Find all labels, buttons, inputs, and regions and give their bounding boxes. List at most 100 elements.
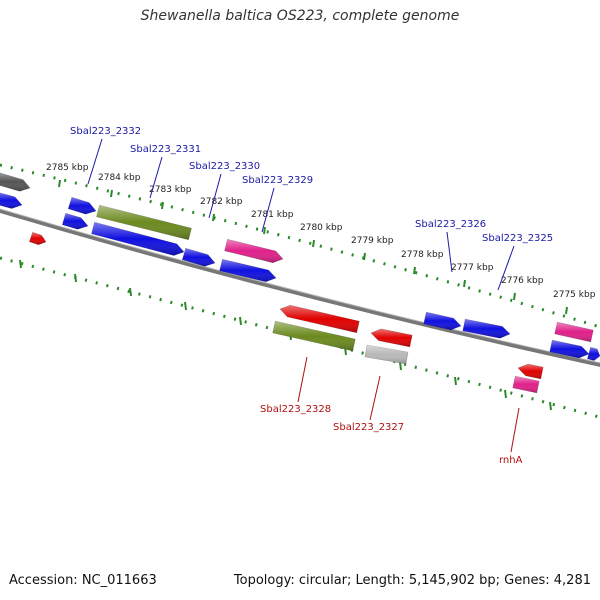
gene-label: Sbal223_2325 bbox=[482, 233, 553, 244]
ruler-tick-label: 2781 kbp bbox=[251, 210, 294, 220]
gene-label: Sbal223_2326 bbox=[415, 219, 486, 230]
ruler-tick bbox=[110, 189, 113, 198]
ruler-tick-label: 2785 kbp bbox=[46, 163, 89, 173]
gene-arrow-1-shade bbox=[0, 172, 30, 192]
gene-arrow-20-shade bbox=[518, 364, 544, 379]
gene-arrow-3 bbox=[67, 196, 97, 215]
ruler-tick-label: 2775 kbp bbox=[553, 290, 596, 300]
ruler-tick bbox=[74, 273, 77, 283]
gene-arrow-21 bbox=[512, 375, 540, 394]
ruler-tick bbox=[263, 226, 266, 235]
gene-label: Sbal223_2328 bbox=[260, 404, 331, 415]
ruler-tick bbox=[413, 266, 416, 275]
gene-arrow-18-shade bbox=[549, 340, 589, 358]
gene-arrow-5 bbox=[96, 204, 192, 241]
gene-label: rnhA bbox=[499, 455, 523, 466]
gene-arrow-8-shade bbox=[224, 239, 283, 263]
ruler-track-lower bbox=[0, 256, 600, 419]
ruler-tick-label: 2784 kbp bbox=[98, 173, 141, 183]
accession-text: Accession: NC_011663 bbox=[9, 573, 157, 588]
gene-label-leader bbox=[297, 356, 308, 403]
ruler-tick bbox=[504, 389, 507, 399]
gene-arrow-19-shade bbox=[587, 347, 600, 361]
gene-arrow-16-shade bbox=[462, 319, 510, 339]
gene-arrow-11 bbox=[279, 304, 360, 334]
gene-label: Sbal223_2329 bbox=[242, 175, 313, 186]
genome-backbone bbox=[0, 208, 600, 367]
ruler-tick bbox=[19, 259, 22, 269]
ruler-tick bbox=[363, 252, 366, 261]
gene-label-leader bbox=[261, 187, 275, 233]
gene-arrow-6-shade bbox=[91, 222, 184, 256]
gene-arrow-10-shade bbox=[29, 232, 46, 245]
gene-label-leader bbox=[497, 245, 515, 291]
gene-arrow-11-shade bbox=[280, 305, 360, 333]
gene-arrow-9-shade bbox=[219, 259, 276, 282]
gene-arrow-5-shade bbox=[96, 205, 192, 240]
gene-label: Sbal223_2332 bbox=[70, 126, 141, 137]
gene-arrow-19 bbox=[587, 346, 600, 361]
ruler-tick bbox=[58, 179, 61, 188]
gene-label: Sbal223_2327 bbox=[333, 422, 404, 433]
genome-backbone-highlight bbox=[0, 208, 600, 364]
ruler-tick bbox=[454, 376, 457, 386]
ruler-track-upper bbox=[0, 163, 600, 329]
gene-arrow-6 bbox=[91, 221, 185, 256]
gene-arrow-9 bbox=[219, 258, 277, 283]
gene-label-leader bbox=[369, 375, 381, 421]
ruler-tick bbox=[565, 306, 568, 315]
gene-arrow-8 bbox=[224, 238, 284, 264]
ruler-tick bbox=[312, 239, 315, 248]
gene-arrow-16 bbox=[462, 318, 511, 339]
gene-arrow-10 bbox=[29, 231, 47, 246]
ruler-tick-label: 2780 kbp bbox=[300, 223, 343, 233]
features-layer bbox=[0, 172, 600, 394]
ruler-tick bbox=[161, 201, 164, 210]
ruler-tick bbox=[129, 287, 132, 297]
gene-label: Sbal223_2331 bbox=[130, 144, 201, 155]
gene-arrow-7-shade bbox=[182, 248, 215, 267]
ruler-tick bbox=[399, 361, 402, 371]
topology-text: Topology: circular; Length: 5,145,902 bp… bbox=[233, 573, 591, 588]
ruler-tick-label: 2776 kbp bbox=[501, 276, 544, 286]
ruler-tick-label: 2783 kbp bbox=[149, 185, 192, 195]
gene-arrow-2-shade bbox=[0, 192, 22, 209]
gene-arrow-13-shade bbox=[371, 328, 413, 347]
backbone-layer bbox=[0, 208, 600, 367]
gene-arrow-4 bbox=[61, 212, 89, 230]
gene-arrow-14-shade bbox=[365, 345, 408, 364]
gene-label-leader bbox=[208, 173, 222, 219]
gene-arrow-12-shade bbox=[272, 321, 356, 351]
gene-label-leader bbox=[510, 407, 520, 453]
gene-arrow-1 bbox=[0, 172, 31, 192]
ruler-tick bbox=[463, 279, 466, 288]
gene-arrow-7 bbox=[181, 247, 216, 267]
ruler-tick bbox=[184, 301, 187, 311]
gene-arrow-17-shade bbox=[554, 322, 594, 342]
ruler-tick-label: 2777 kbp bbox=[451, 263, 494, 273]
gene-label-leader bbox=[149, 156, 163, 199]
gene-label-leader bbox=[446, 231, 453, 273]
gene-arrow-15 bbox=[423, 311, 462, 331]
gene-arrow-20 bbox=[517, 363, 544, 380]
ruler-tick-label: 2778 kbp bbox=[401, 250, 444, 260]
gene-arrow-18 bbox=[549, 339, 590, 359]
ruler-tick-label: 2779 kbp bbox=[351, 236, 394, 246]
gene-arrow-14 bbox=[364, 344, 409, 365]
gene-arrow-3-shade bbox=[68, 197, 96, 215]
gene-arrow-4-shade bbox=[62, 213, 88, 230]
gene-label-leader bbox=[87, 138, 103, 185]
ruler-tick bbox=[239, 316, 242, 326]
gene-arrow-21-shade bbox=[512, 376, 540, 393]
map-title: Shewanella baltica OS223, complete genom… bbox=[140, 8, 460, 24]
ruler-tick bbox=[513, 292, 516, 301]
labels-layer: Sbal223_2332 Sbal223_2331 Sbal223_2330 Sbal… bbox=[70, 126, 553, 466]
gene-arrow-15-shade bbox=[423, 312, 461, 330]
gene-arrow-12 bbox=[272, 320, 356, 352]
gene-arrow-2 bbox=[0, 192, 23, 209]
ruler-tick bbox=[212, 213, 215, 222]
gene-arrow-17 bbox=[554, 321, 594, 343]
gene-arrow-13 bbox=[370, 328, 413, 348]
